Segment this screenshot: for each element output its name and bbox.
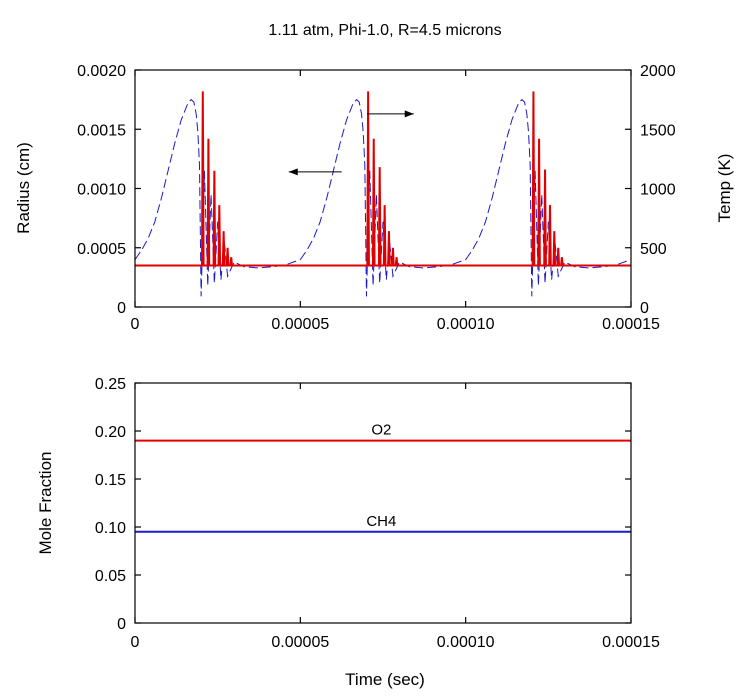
top-x-tick-label: 0	[131, 316, 140, 333]
bottom-y-tick-label: 0.10	[95, 520, 126, 537]
top-y-tick-label: 0	[117, 300, 126, 317]
bottom-chart-ticks: 0 0.00005 0.00010 0.00015 0 0.05 0.10 0.15 0.20 0…	[95, 376, 660, 651]
top-x-tick-label: 0.00005	[271, 316, 329, 333]
top-y-tick-label: 0.0015	[77, 122, 126, 139]
top-y2-tick-label: 1500	[640, 122, 676, 139]
top-chart-y2-axis-label: Temp (K)	[715, 154, 734, 223]
bottom-chart-plot-area: O2 CH4	[135, 422, 631, 533]
bottom-chart-y-axis-label: Mole Fraction	[36, 452, 55, 555]
top-x-tick-label: 0.00010	[437, 316, 495, 333]
top-y-tick-label: 0.0010	[77, 182, 126, 199]
top-chart-plot-area	[134, 91, 632, 297]
top-chart-title: 1.11 atm, Phi-1.0, R=4.5 microns	[268, 22, 501, 39]
temperature-series-line	[135, 91, 631, 267]
bottom-chart-x-axis-label: Time (sec)	[345, 670, 425, 689]
top-y-tick-label: 0.0020	[77, 63, 126, 80]
series-label-ch4: CH4	[366, 513, 396, 530]
bottom-x-tick-label: 0	[131, 634, 140, 651]
bottom-chart-frame	[134, 382, 632, 624]
bottom-y-tick-label: 0.05	[95, 568, 126, 585]
bottom-x-tick-label: 0.00005	[271, 634, 329, 651]
bottom-y-tick-label: 0.15	[95, 472, 126, 489]
top-chart-y-axis-label: Radius (cm)	[14, 142, 33, 234]
series-label-o2: O2	[371, 422, 391, 439]
axis-arrow-head-left	[288, 168, 298, 176]
top-y2-tick-label: 0	[640, 300, 649, 317]
bottom-x-tick-label: 0.00015	[602, 634, 660, 651]
top-chart-ticks: 0 0.00005 0.00010 0.0001500.00050.00100.001…	[77, 63, 676, 333]
radius-series-line-cycle-3	[465, 98, 632, 297]
bottom-y-tick-label: 0.25	[95, 376, 126, 393]
top-y2-tick-label: 1000	[640, 182, 676, 199]
bottom-y-tick-label: 0	[117, 616, 126, 633]
top-x-tick-label: 0.00015	[602, 316, 660, 333]
top-y2-tick-label: 2000	[640, 63, 676, 80]
top-y-tick-label: 0.0005	[77, 241, 126, 258]
radius-series-line-cycle-1	[134, 98, 301, 297]
top-y2-tick-label: 500	[640, 241, 667, 258]
radius-series-line-cycle-2	[299, 98, 466, 297]
bottom-x-tick-label: 0.00010	[437, 634, 495, 651]
axis-arrow-head-right	[404, 110, 414, 118]
bottom-y-tick-label: 0.20	[95, 424, 126, 441]
